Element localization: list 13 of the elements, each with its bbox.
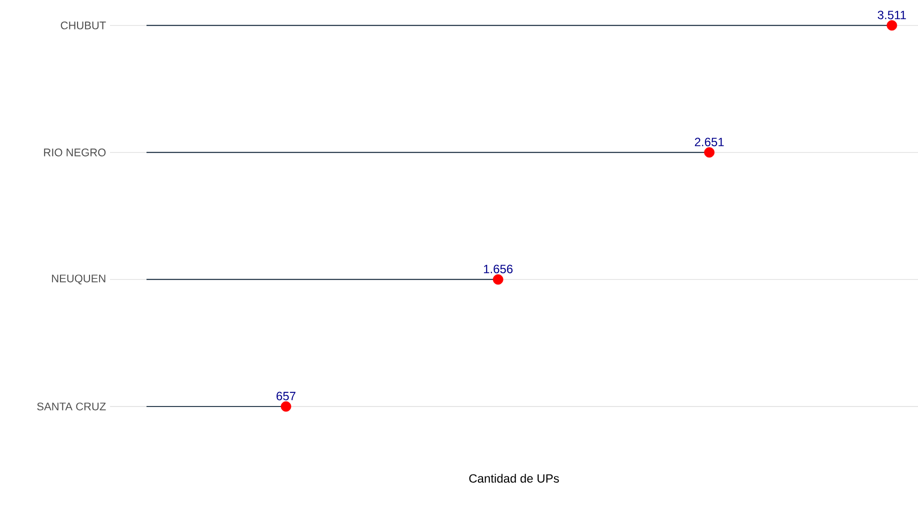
data-label: 2.651 (694, 138, 724, 146)
y-tick-label: SANTA CRUZ (37, 402, 106, 410)
x-axis-title: Cantidad de UPs (469, 474, 559, 483)
y-tick-label: CHUBUT (60, 22, 106, 30)
data-label: 1.656 (484, 264, 513, 274)
point (492, 274, 504, 285)
data-label: 3.511 (878, 10, 906, 20)
point (886, 20, 898, 31)
point (704, 147, 715, 158)
y-tick-label: RIO NEGRO (44, 148, 106, 156)
y-tick-label: NEUQUEN (52, 274, 106, 284)
point (280, 401, 292, 412)
data-label: 657 (276, 392, 296, 400)
